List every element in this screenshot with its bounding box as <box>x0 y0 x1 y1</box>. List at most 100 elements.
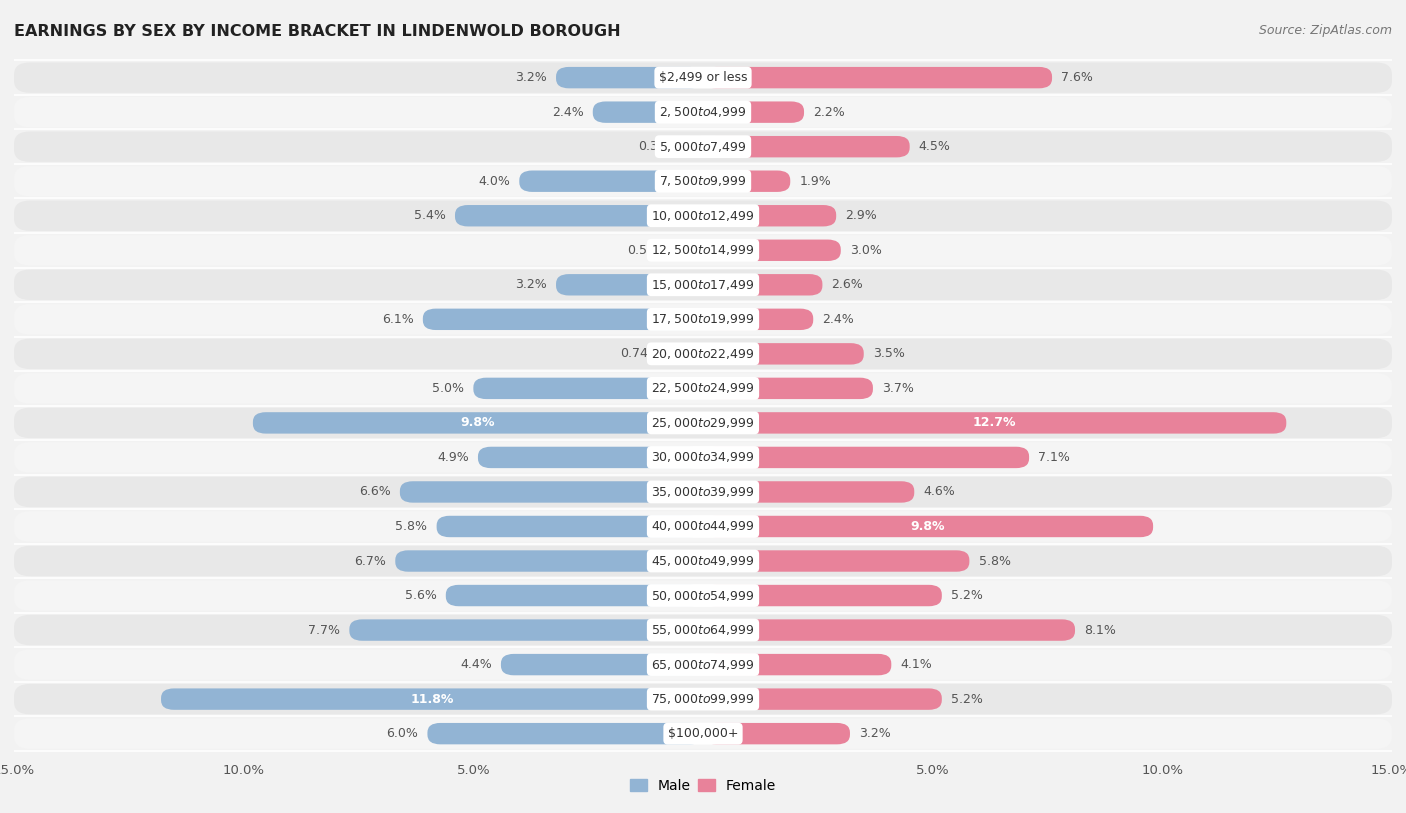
FancyBboxPatch shape <box>703 585 942 606</box>
FancyBboxPatch shape <box>688 136 703 158</box>
FancyBboxPatch shape <box>703 654 891 676</box>
FancyBboxPatch shape <box>446 585 703 606</box>
FancyBboxPatch shape <box>14 63 1392 93</box>
FancyBboxPatch shape <box>395 550 703 572</box>
Text: $2,500 to $4,999: $2,500 to $4,999 <box>659 105 747 120</box>
Text: 4.6%: 4.6% <box>924 485 955 498</box>
FancyBboxPatch shape <box>14 511 1392 541</box>
FancyBboxPatch shape <box>427 723 703 745</box>
FancyBboxPatch shape <box>14 235 1392 266</box>
Text: $30,000 to $34,999: $30,000 to $34,999 <box>651 450 755 464</box>
Text: 3.5%: 3.5% <box>873 347 905 360</box>
Text: $65,000 to $74,999: $65,000 to $74,999 <box>651 658 755 672</box>
FancyBboxPatch shape <box>14 270 1392 300</box>
FancyBboxPatch shape <box>14 97 1392 128</box>
FancyBboxPatch shape <box>703 309 813 330</box>
FancyBboxPatch shape <box>703 446 1029 468</box>
FancyBboxPatch shape <box>703 378 873 399</box>
Text: 0.59%: 0.59% <box>627 244 666 257</box>
Legend: Male, Female: Male, Female <box>624 773 782 798</box>
FancyBboxPatch shape <box>669 343 703 364</box>
FancyBboxPatch shape <box>14 304 1392 334</box>
Text: 12.7%: 12.7% <box>973 416 1017 429</box>
Text: 6.7%: 6.7% <box>354 554 387 567</box>
FancyBboxPatch shape <box>703 412 1286 433</box>
FancyBboxPatch shape <box>703 102 804 123</box>
Text: 2.6%: 2.6% <box>831 278 863 291</box>
FancyBboxPatch shape <box>14 201 1392 231</box>
FancyBboxPatch shape <box>478 446 703 468</box>
Text: $22,500 to $24,999: $22,500 to $24,999 <box>651 381 755 395</box>
Text: $100,000+: $100,000+ <box>668 727 738 740</box>
FancyBboxPatch shape <box>456 205 703 227</box>
FancyBboxPatch shape <box>349 620 703 641</box>
FancyBboxPatch shape <box>14 546 1392 576</box>
Text: 4.1%: 4.1% <box>900 658 932 671</box>
Text: 3.2%: 3.2% <box>515 71 547 84</box>
FancyBboxPatch shape <box>703 689 942 710</box>
Text: 7.6%: 7.6% <box>1062 71 1092 84</box>
FancyBboxPatch shape <box>703 171 790 192</box>
Text: 4.5%: 4.5% <box>920 140 950 153</box>
FancyBboxPatch shape <box>703 550 969 572</box>
FancyBboxPatch shape <box>14 580 1392 611</box>
Text: $25,000 to $29,999: $25,000 to $29,999 <box>651 416 755 430</box>
Text: 5.8%: 5.8% <box>395 520 427 533</box>
Text: 5.6%: 5.6% <box>405 589 437 602</box>
Text: 3.7%: 3.7% <box>882 382 914 395</box>
FancyBboxPatch shape <box>703 274 823 295</box>
Text: 4.4%: 4.4% <box>460 658 492 671</box>
Text: 6.6%: 6.6% <box>359 485 391 498</box>
Text: 0.34%: 0.34% <box>638 140 678 153</box>
FancyBboxPatch shape <box>14 476 1392 507</box>
FancyBboxPatch shape <box>14 166 1392 197</box>
Text: $17,500 to $19,999: $17,500 to $19,999 <box>651 312 755 326</box>
Text: $7,500 to $9,999: $7,500 to $9,999 <box>659 174 747 188</box>
FancyBboxPatch shape <box>703 723 851 745</box>
Text: $5,000 to $7,499: $5,000 to $7,499 <box>659 140 747 154</box>
FancyBboxPatch shape <box>593 102 703 123</box>
Text: 2.9%: 2.9% <box>845 209 877 222</box>
FancyBboxPatch shape <box>14 132 1392 162</box>
Text: 5.0%: 5.0% <box>432 382 464 395</box>
Text: $40,000 to $44,999: $40,000 to $44,999 <box>651 520 755 533</box>
FancyBboxPatch shape <box>703 67 1052 89</box>
FancyBboxPatch shape <box>703 343 863 364</box>
Text: $75,000 to $99,999: $75,000 to $99,999 <box>651 692 755 706</box>
Text: 9.8%: 9.8% <box>911 520 945 533</box>
FancyBboxPatch shape <box>14 615 1392 646</box>
Text: 3.2%: 3.2% <box>859 727 891 740</box>
Text: $20,000 to $22,499: $20,000 to $22,499 <box>651 347 755 361</box>
Text: 6.0%: 6.0% <box>387 727 418 740</box>
Text: 2.2%: 2.2% <box>813 106 845 119</box>
FancyBboxPatch shape <box>519 171 703 192</box>
Text: 8.1%: 8.1% <box>1084 624 1116 637</box>
FancyBboxPatch shape <box>14 373 1392 403</box>
FancyBboxPatch shape <box>14 719 1392 749</box>
Text: 0.74%: 0.74% <box>620 347 659 360</box>
Text: 9.8%: 9.8% <box>461 416 495 429</box>
Text: $10,000 to $12,499: $10,000 to $12,499 <box>651 209 755 223</box>
Text: 3.2%: 3.2% <box>515 278 547 291</box>
FancyBboxPatch shape <box>676 240 703 261</box>
Text: 2.4%: 2.4% <box>823 313 855 326</box>
FancyBboxPatch shape <box>555 274 703 295</box>
Text: 3.0%: 3.0% <box>851 244 882 257</box>
Text: 1.9%: 1.9% <box>800 175 831 188</box>
FancyBboxPatch shape <box>162 689 703 710</box>
FancyBboxPatch shape <box>501 654 703 676</box>
Text: $35,000 to $39,999: $35,000 to $39,999 <box>651 485 755 499</box>
FancyBboxPatch shape <box>474 378 703 399</box>
FancyBboxPatch shape <box>423 309 703 330</box>
FancyBboxPatch shape <box>703 205 837 227</box>
FancyBboxPatch shape <box>14 407 1392 438</box>
Text: 2.4%: 2.4% <box>551 106 583 119</box>
Text: 6.1%: 6.1% <box>382 313 413 326</box>
Text: $45,000 to $49,999: $45,000 to $49,999 <box>651 554 755 568</box>
FancyBboxPatch shape <box>437 515 703 537</box>
Text: 5.2%: 5.2% <box>950 589 983 602</box>
Text: 4.9%: 4.9% <box>437 451 468 464</box>
Text: $15,000 to $17,499: $15,000 to $17,499 <box>651 278 755 292</box>
FancyBboxPatch shape <box>555 67 703 89</box>
Text: 4.0%: 4.0% <box>478 175 510 188</box>
